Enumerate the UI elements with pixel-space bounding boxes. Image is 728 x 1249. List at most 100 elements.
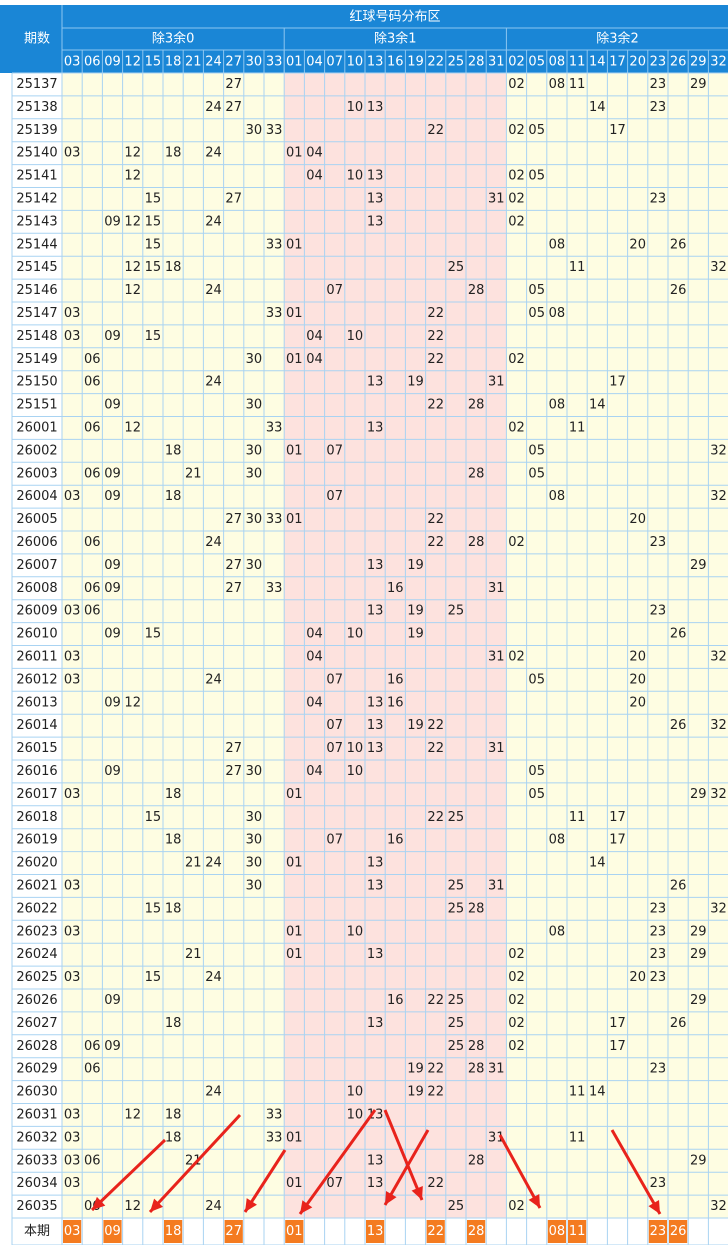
drawn-number: 02 — [508, 1199, 525, 1214]
drawn-number: 16 — [387, 695, 404, 710]
drawn-number: 13 — [367, 214, 384, 229]
drawn-number: 06 — [84, 420, 101, 435]
drawn-number: 30 — [246, 810, 263, 825]
column-number: 04 — [306, 55, 323, 70]
drawn-number: 32 — [710, 718, 727, 733]
drawn-number: 10 — [347, 169, 364, 184]
period: 26016 — [16, 764, 57, 779]
drawn-number: 13 — [367, 878, 384, 893]
column-number: 26 — [670, 55, 687, 70]
drawn-number: 32 — [710, 787, 727, 802]
period: 26032 — [16, 1130, 57, 1145]
drawn-number: 01 — [286, 443, 303, 458]
drawn-number: 33 — [266, 1107, 283, 1122]
drawn-number: 13 — [367, 558, 384, 573]
drawn-number: 19 — [407, 627, 424, 642]
drawn-number: 06 — [84, 466, 101, 481]
drawn-number: 18 — [165, 489, 182, 504]
drawn-number: 24 — [205, 672, 222, 687]
drawn-number: 03 — [64, 672, 81, 687]
drawn-number: 31 — [488, 1062, 505, 1077]
column-number: 17 — [609, 55, 626, 70]
drawn-number: 29 — [690, 787, 707, 802]
drawn-number: 28 — [468, 398, 485, 413]
drawn-number: 25 — [448, 260, 465, 275]
drawn-number: 11 — [569, 260, 586, 275]
drawn-number: 01 — [286, 856, 303, 871]
period: 26001 — [16, 420, 57, 435]
drawn-number: 32 — [710, 489, 727, 504]
drawn-number: 13 — [367, 856, 384, 871]
drawn-number: 06 — [84, 1062, 101, 1077]
column-number: 02 — [508, 55, 525, 70]
period: 26021 — [16, 878, 57, 893]
drawn-number: 02 — [508, 77, 525, 92]
drawn-number: 02 — [508, 947, 525, 962]
current-ball — [568, 1220, 587, 1243]
drawn-number: 22 — [427, 718, 444, 733]
drawn-number: 19 — [407, 375, 424, 390]
period: 26014 — [16, 718, 57, 733]
drawn-number: 29 — [690, 77, 707, 92]
column-number: 18 — [165, 55, 182, 70]
drawn-number: 08 — [549, 833, 566, 848]
drawn-number: 13 — [367, 169, 384, 184]
current-number: 13 — [367, 1224, 384, 1239]
drawn-number: 22 — [427, 741, 444, 756]
drawn-number: 19 — [407, 718, 424, 733]
column-number: 20 — [629, 55, 646, 70]
column-number: 21 — [185, 55, 202, 70]
drawn-number: 09 — [104, 627, 121, 642]
drawn-number: 17 — [609, 810, 626, 825]
drawn-number: 08 — [549, 924, 566, 939]
drawn-number: 05 — [528, 306, 545, 321]
drawn-number: 06 — [84, 352, 101, 367]
drawn-number: 09 — [104, 764, 121, 779]
drawn-number: 02 — [508, 169, 525, 184]
column-number: 25 — [448, 55, 465, 70]
period: 26003 — [16, 466, 57, 481]
drawn-number: 20 — [629, 649, 646, 664]
period: 25147 — [16, 306, 57, 321]
drawn-number: 24 — [205, 100, 222, 115]
drawn-number: 03 — [64, 1130, 81, 1145]
drawn-number: 13 — [367, 1153, 384, 1168]
current-ball — [366, 1220, 385, 1243]
period: 25137 — [16, 77, 57, 92]
drawn-number: 18 — [165, 260, 182, 275]
current-label: 本期 — [24, 1224, 50, 1239]
annotation-arrow — [148, 1113, 242, 1214]
drawn-number: 22 — [427, 993, 444, 1008]
drawn-number: 11 — [569, 810, 586, 825]
period: 25138 — [16, 100, 57, 115]
drawn-number: 03 — [64, 649, 81, 664]
drawn-number: 04 — [306, 695, 323, 710]
period: 26022 — [16, 901, 57, 916]
drawn-number: 01 — [286, 146, 303, 161]
drawn-number: 15 — [145, 329, 162, 344]
drawn-number: 06 — [84, 604, 101, 619]
drawn-number: 22 — [427, 398, 444, 413]
period: 26004 — [16, 489, 57, 504]
drawn-number: 20 — [629, 237, 646, 252]
column-number: 27 — [225, 55, 242, 70]
period: 26028 — [16, 1039, 57, 1054]
drawn-number: 06 — [84, 1153, 101, 1168]
drawn-number: 27 — [225, 512, 242, 527]
drawn-number: 15 — [145, 260, 162, 275]
column-number: 31 — [488, 55, 505, 70]
drawn-number: 03 — [64, 489, 81, 504]
drawn-number: 13 — [367, 1107, 384, 1122]
period: 26018 — [16, 810, 57, 825]
drawn-number: 06 — [84, 375, 101, 390]
drawn-number: 18 — [165, 1107, 182, 1122]
drawn-number: 13 — [367, 718, 384, 733]
column-number: 13 — [367, 55, 384, 70]
column-number: 15 — [145, 55, 162, 70]
drawn-number: 07 — [326, 718, 343, 733]
drawn-number: 22 — [427, 1085, 444, 1100]
drawn-number: 32 — [710, 649, 727, 664]
current-number: 09 — [104, 1224, 121, 1239]
